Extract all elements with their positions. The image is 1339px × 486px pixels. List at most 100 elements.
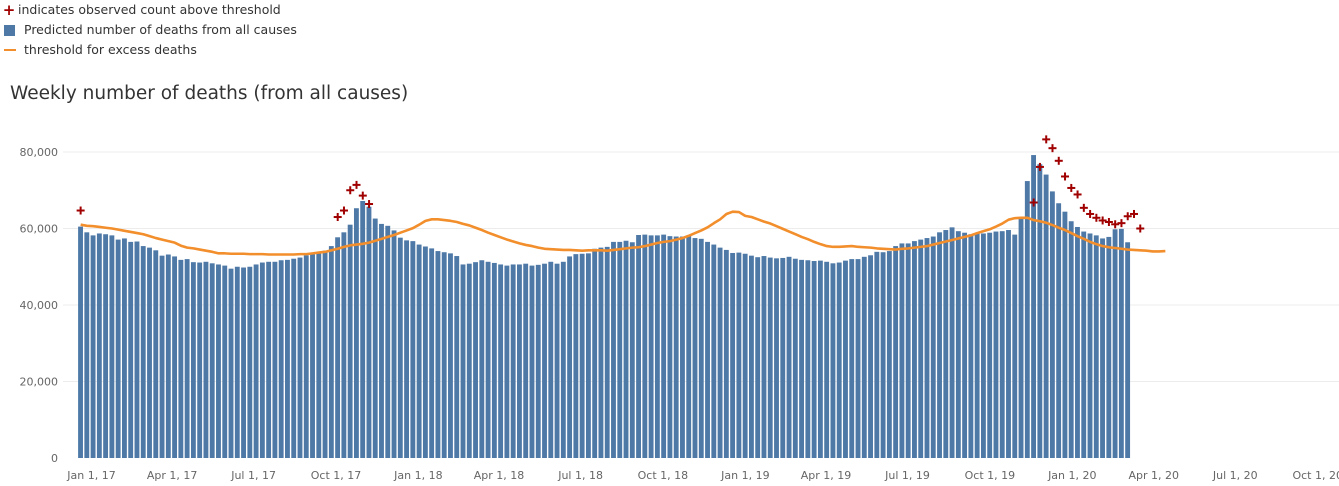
bar[interactable] bbox=[805, 260, 811, 458]
bar[interactable] bbox=[529, 265, 535, 458]
bar[interactable] bbox=[115, 239, 121, 458]
bar[interactable] bbox=[1106, 236, 1112, 458]
bar[interactable] bbox=[692, 238, 698, 458]
bar[interactable] bbox=[592, 248, 598, 458]
bar[interactable] bbox=[140, 246, 146, 458]
bar[interactable] bbox=[347, 224, 353, 458]
bar[interactable] bbox=[899, 243, 905, 458]
above-threshold-marker[interactable] bbox=[76, 206, 85, 215]
bar[interactable] bbox=[755, 257, 761, 458]
bar[interactable] bbox=[924, 238, 930, 458]
bar[interactable] bbox=[172, 256, 178, 458]
bar[interactable] bbox=[723, 249, 729, 458]
bar[interactable] bbox=[874, 251, 880, 458]
bar[interactable] bbox=[667, 236, 673, 458]
bar[interactable] bbox=[429, 248, 435, 458]
bar[interactable] bbox=[341, 232, 347, 458]
bar[interactable] bbox=[535, 264, 541, 458]
bar[interactable] bbox=[849, 259, 855, 458]
bar[interactable] bbox=[1118, 228, 1124, 458]
bar[interactable] bbox=[1043, 174, 1049, 458]
bar[interactable] bbox=[629, 242, 635, 458]
bar[interactable] bbox=[855, 259, 861, 458]
threshold-series-line[interactable] bbox=[80, 210, 1166, 256]
bar[interactable] bbox=[335, 237, 341, 458]
above-threshold-marker[interactable] bbox=[346, 186, 355, 195]
bar[interactable] bbox=[84, 232, 90, 458]
bar[interactable] bbox=[510, 264, 516, 458]
bar[interactable] bbox=[259, 262, 265, 458]
above-threshold-marker[interactable] bbox=[1042, 135, 1051, 144]
bar[interactable] bbox=[147, 247, 152, 459]
above-threshold-marker[interactable] bbox=[1098, 216, 1107, 225]
bar[interactable] bbox=[1056, 203, 1062, 458]
bar[interactable] bbox=[880, 252, 886, 458]
bar[interactable] bbox=[466, 263, 472, 458]
bar[interactable] bbox=[498, 264, 504, 458]
bar[interactable] bbox=[1012, 234, 1018, 458]
bar[interactable] bbox=[165, 254, 171, 458]
above-threshold-marker[interactable] bbox=[1067, 183, 1076, 192]
bar[interactable] bbox=[184, 259, 190, 458]
bar[interactable] bbox=[460, 264, 466, 458]
bar[interactable] bbox=[448, 253, 453, 458]
bar[interactable] bbox=[1031, 155, 1037, 458]
bar[interactable] bbox=[121, 238, 127, 458]
bar[interactable] bbox=[397, 237, 403, 458]
above-threshold-marker[interactable] bbox=[1086, 209, 1095, 218]
above-threshold-marker[interactable] bbox=[1061, 172, 1070, 181]
bar[interactable] bbox=[742, 253, 748, 458]
bar[interactable] bbox=[479, 260, 485, 458]
bar[interactable] bbox=[1024, 181, 1030, 458]
bar[interactable] bbox=[285, 259, 290, 458]
bar[interactable] bbox=[197, 262, 203, 458]
bar[interactable] bbox=[993, 231, 999, 458]
legend-item-above-threshold[interactable]: + indicates observed count above thresho… bbox=[3, 0, 297, 20]
bar[interactable] bbox=[830, 263, 836, 458]
bar[interactable] bbox=[366, 206, 372, 458]
bar[interactable] bbox=[485, 261, 491, 458]
bar[interactable] bbox=[209, 263, 215, 458]
bar[interactable] bbox=[912, 241, 917, 458]
bar[interactable] bbox=[980, 233, 986, 458]
bar[interactable] bbox=[868, 255, 873, 458]
bar[interactable] bbox=[159, 255, 165, 458]
bar[interactable] bbox=[811, 261, 817, 458]
bar[interactable] bbox=[843, 260, 848, 458]
bar[interactable] bbox=[974, 233, 980, 458]
above-threshold-marker[interactable] bbox=[1029, 198, 1038, 207]
bar[interactable] bbox=[617, 241, 623, 458]
above-threshold-marker[interactable] bbox=[1104, 217, 1113, 226]
bar[interactable] bbox=[523, 263, 529, 458]
bar[interactable] bbox=[886, 251, 892, 458]
bar[interactable] bbox=[353, 208, 359, 458]
bar[interactable] bbox=[636, 235, 641, 458]
bar[interactable] bbox=[291, 258, 297, 458]
bar[interactable] bbox=[748, 255, 754, 458]
bar[interactable] bbox=[410, 241, 416, 458]
bar[interactable] bbox=[372, 218, 378, 458]
bar[interactable] bbox=[78, 226, 83, 458]
bar[interactable] bbox=[905, 243, 911, 458]
bar[interactable] bbox=[266, 261, 272, 458]
above-threshold-marker[interactable] bbox=[1136, 224, 1145, 233]
bar[interactable] bbox=[404, 240, 410, 458]
bar[interactable] bbox=[1081, 231, 1087, 458]
bar[interactable] bbox=[203, 261, 209, 458]
bar[interactable] bbox=[416, 244, 422, 458]
bar[interactable] bbox=[654, 235, 660, 458]
bar[interactable] bbox=[491, 262, 497, 458]
bar[interactable] bbox=[717, 247, 723, 459]
bar[interactable] bbox=[648, 235, 654, 458]
bar[interactable] bbox=[322, 250, 328, 458]
bar[interactable] bbox=[103, 234, 109, 458]
bar[interactable] bbox=[134, 241, 140, 459]
bar[interactable] bbox=[955, 231, 961, 458]
bar[interactable] bbox=[272, 261, 278, 458]
above-threshold-marker[interactable] bbox=[1092, 213, 1101, 222]
bar[interactable] bbox=[918, 239, 924, 458]
above-threshold-marker[interactable] bbox=[1129, 209, 1138, 218]
bar[interactable] bbox=[1018, 217, 1024, 458]
bar[interactable] bbox=[705, 241, 710, 458]
bar[interactable] bbox=[391, 230, 397, 458]
